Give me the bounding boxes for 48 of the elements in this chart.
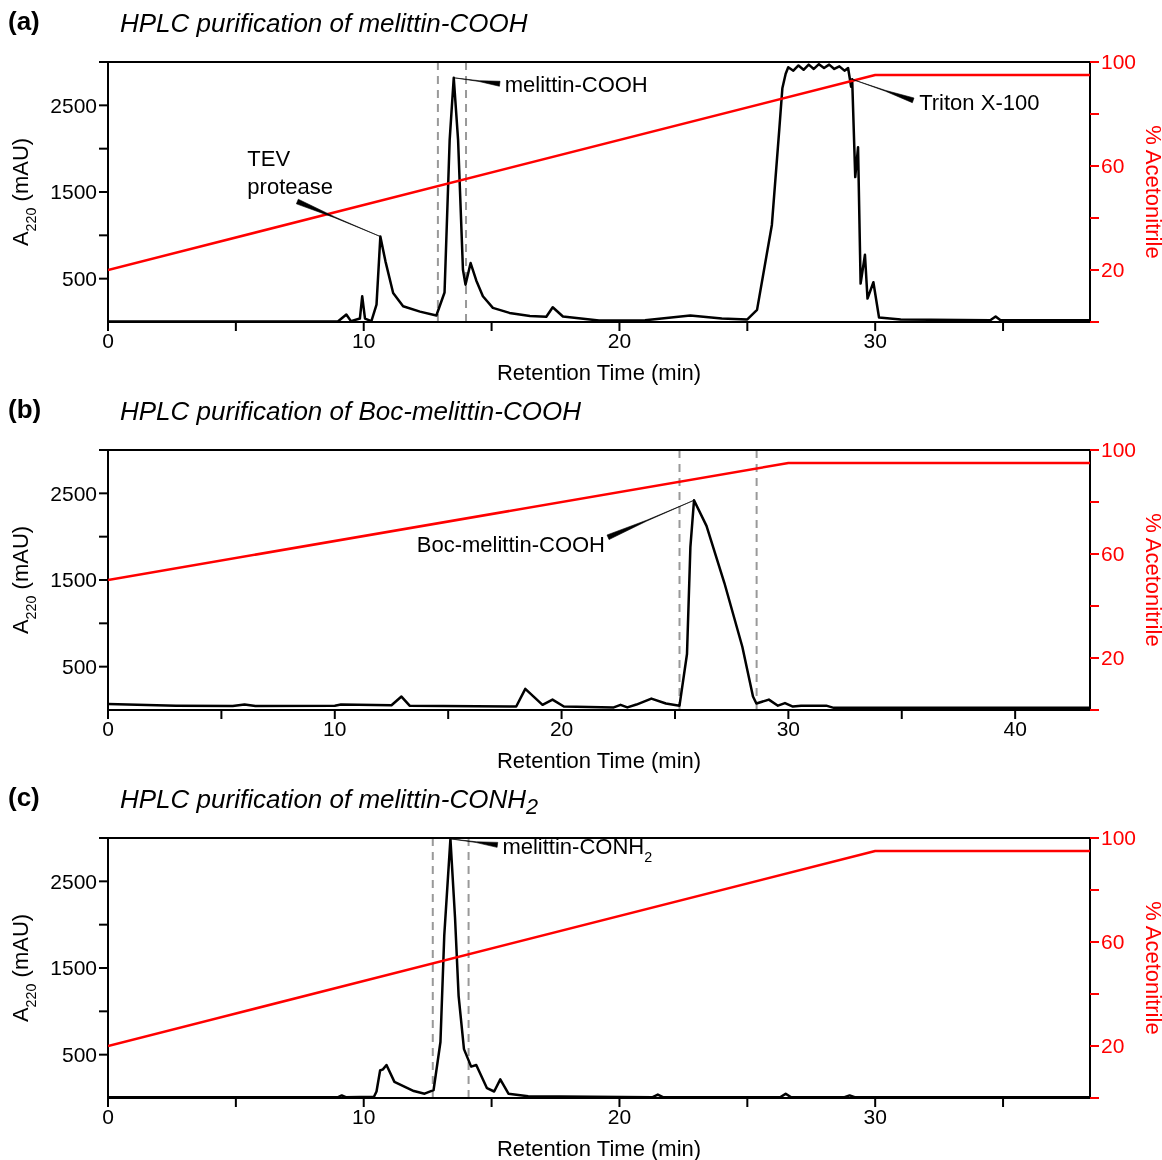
y2-axis-title: % Acetonitrile: [1141, 125, 1162, 259]
x-tick-label: 20: [607, 328, 632, 352]
x-tick-label: 30: [776, 716, 801, 740]
y-tick-label: 1500: [50, 568, 97, 592]
y2-axis-title: % Acetonitrile: [1141, 513, 1162, 647]
x-axis-title: Retention Time (min): [496, 360, 702, 385]
annotation: melittin-CONH$_{2}$: [502, 833, 653, 865]
x-axis-title: Retention Time (min): [496, 748, 702, 773]
x-tick-label: 30: [863, 1104, 887, 1128]
y-tick-label: 2500: [50, 869, 97, 893]
y-tick-label: 500: [61, 1043, 97, 1067]
x-axis-title: Retention Time (min): [496, 1136, 702, 1160]
annotation: TEV protease: [247, 145, 333, 199]
y-tick-label: 2500: [50, 481, 97, 505]
text: (a): [8, 6, 40, 37]
text: (b): [8, 394, 42, 425]
y-tick-label: 2500: [50, 93, 97, 117]
chart-title: HPLC purification of melittin-CONH$_{2}$: [120, 784, 539, 821]
y2-tick-label: 100: [1101, 826, 1137, 850]
y-tick-label: 500: [61, 267, 97, 291]
text: (c): [8, 782, 40, 813]
y2-tick-label: 20: [1101, 1034, 1125, 1058]
y-tick-label: 1500: [50, 180, 97, 204]
x-tick-label: 30: [863, 328, 887, 352]
x-tick-label: 0: [102, 716, 114, 740]
chart-title: HPLC purification of Boc-melittin-COOH: [120, 396, 581, 427]
y2-tick-label: 20: [1101, 258, 1125, 282]
y-tick-label: 1500: [50, 956, 97, 980]
x-tick-label: 40: [1003, 716, 1027, 740]
x-tick-label: 0: [102, 1104, 114, 1128]
annotation: Boc-melittin-COOH: [416, 532, 606, 558]
y2-tick-label: 60: [1101, 154, 1125, 178]
annotation: melittin-COOH: [504, 71, 648, 97]
x-tick-label: 10: [352, 1104, 376, 1128]
x-tick-label: 10: [352, 328, 376, 352]
annotation: Triton X-100: [919, 90, 1040, 116]
y2-tick-label: 100: [1101, 50, 1137, 74]
chart-title: HPLC purification of melittin-COOH: [120, 8, 528, 39]
x-tick-label: 0: [102, 328, 114, 352]
y-tick-label: 500: [61, 655, 97, 679]
x-tick-label: 20: [549, 716, 574, 740]
y2-axis-title: % Acetonitrile: [1141, 901, 1162, 1035]
x-tick-label: 20: [607, 1104, 632, 1128]
y2-tick-label: 20: [1101, 646, 1125, 670]
x-tick-label: 10: [323, 716, 347, 740]
y2-tick-label: 100: [1101, 438, 1137, 462]
y2-tick-label: 60: [1101, 542, 1125, 566]
y2-tick-label: 60: [1101, 930, 1125, 954]
